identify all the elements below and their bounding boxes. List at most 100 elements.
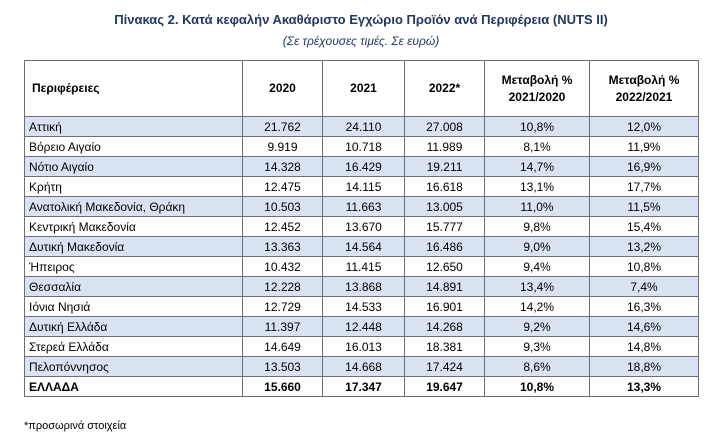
cell-value-2021: 14.564 bbox=[322, 236, 405, 257]
cell-value-2020: 10.432 bbox=[242, 256, 323, 277]
header-change-2021-2020: Μεταβολή % 2021/2020 bbox=[484, 60, 590, 117]
cell-change-2021-2020: 9,4% bbox=[484, 256, 590, 277]
cell-value-2022: 13.005 bbox=[404, 196, 485, 217]
table-row: Νότιο Αιγαίο 14.328 16.429 19.211 14,7% 16,9% bbox=[24, 156, 699, 177]
cell-change-2022-2021: 15,4% bbox=[589, 216, 699, 237]
cell-value-2022: 11.989 bbox=[404, 136, 485, 157]
cell-change-2022-2021: 14,6% bbox=[589, 316, 699, 337]
table-row: Ήπειρος 10.432 11.415 12.650 9,4% 10,8% bbox=[24, 256, 699, 277]
cell-value-2021: 12.448 bbox=[322, 316, 405, 337]
cell-change-2022-2021: 17,7% bbox=[589, 176, 699, 197]
cell-value-2022: 16.618 bbox=[404, 176, 485, 197]
cell-region: Δυτική Ελλάδα bbox=[24, 316, 243, 337]
total-change-2021-2020: 10,8% bbox=[484, 376, 590, 397]
table-row: Κεντρική Μακεδονία 12.452 13.670 15.777 9,8%… bbox=[24, 216, 699, 237]
table-row: Πελοπόννησος 13.503 14.668 17.424 8,6% 18,8% bbox=[24, 356, 699, 377]
cell-value-2021: 14.533 bbox=[322, 296, 405, 317]
cell-region: Θεσσαλία bbox=[24, 276, 243, 297]
cell-value-2022: 27.008 bbox=[404, 116, 485, 137]
cell-region: Κρήτη bbox=[24, 176, 243, 197]
cell-region: Ιόνια Νησιά bbox=[24, 296, 243, 317]
table-title: Πίνακας 2. Κατά κεφαλήν Ακαθάριστο Εγχώρ… bbox=[114, 12, 608, 27]
cell-change-2021-2020: 8,1% bbox=[484, 136, 590, 157]
cell-change-2022-2021: 18,8% bbox=[589, 356, 699, 377]
header-region: Περιφέρειες bbox=[24, 60, 243, 117]
cell-value-2021: 16.429 bbox=[322, 156, 405, 177]
cell-change-2021-2020: 9,8% bbox=[484, 216, 590, 237]
cell-change-2021-2020: 13,4% bbox=[484, 276, 590, 297]
total-value-2021: 17.347 bbox=[322, 376, 405, 397]
cell-region: Κεντρική Μακεδονία bbox=[24, 216, 243, 237]
cell-change-2022-2021: 14,8% bbox=[589, 336, 699, 357]
table-row: Ιόνια Νησιά 12.729 14.533 16.901 14,2% 16,3% bbox=[24, 296, 699, 317]
cell-value-2020: 14.649 bbox=[242, 336, 323, 357]
cell-change-2022-2021: 16,3% bbox=[589, 296, 699, 317]
cell-value-2022: 18.381 bbox=[404, 336, 485, 357]
cell-region: Αττική bbox=[24, 116, 243, 137]
cell-value-2021: 10.718 bbox=[322, 136, 405, 157]
cell-value-2021: 16.013 bbox=[322, 336, 405, 357]
cell-value-2022: 19.211 bbox=[404, 156, 485, 177]
cell-change-2021-2020: 9,3% bbox=[484, 336, 590, 357]
cell-change-2021-2020: 10,8% bbox=[484, 116, 590, 137]
cell-change-2022-2021: 13,2% bbox=[589, 236, 699, 257]
cell-value-2021: 14.668 bbox=[322, 356, 405, 377]
cell-value-2021: 24.110 bbox=[322, 116, 405, 137]
cell-change-2022-2021: 7,4% bbox=[589, 276, 699, 297]
cell-change-2022-2021: 12,0% bbox=[589, 116, 699, 137]
cell-value-2020: 9.919 bbox=[242, 136, 323, 157]
cell-change-2021-2020: 11,0% bbox=[484, 196, 590, 217]
total-row: ΕΛΛΑΔΑ 15.660 17.347 19.647 10,8% 13,3% bbox=[24, 376, 699, 397]
cell-value-2020: 10.503 bbox=[242, 196, 323, 217]
cell-region: Ανατολική Μακεδονία, Θράκη bbox=[24, 196, 243, 217]
table-row: Θεσσαλία 12.228 13.868 14.891 13,4% 7,4% bbox=[24, 276, 699, 297]
cell-value-2022: 12.650 bbox=[404, 256, 485, 277]
header-row: Περιφέρειες 2020 2021 2022* Μεταβολή % 2… bbox=[24, 60, 699, 117]
cell-value-2020: 13.503 bbox=[242, 356, 323, 377]
cell-value-2020: 12.228 bbox=[242, 276, 323, 297]
cell-value-2021: 11.415 bbox=[322, 256, 405, 277]
cell-change-2022-2021: 10,8% bbox=[589, 256, 699, 277]
cell-value-2022: 16.486 bbox=[404, 236, 485, 257]
cell-value-2021: 13.670 bbox=[322, 216, 405, 237]
cell-value-2020: 11.397 bbox=[242, 316, 323, 337]
cell-region: Στερεά Ελλάδα bbox=[24, 336, 243, 357]
cell-value-2022: 14.268 bbox=[404, 316, 485, 337]
cell-change-2021-2020: 9,0% bbox=[484, 236, 590, 257]
header-2020: 2020 bbox=[242, 60, 323, 117]
cell-change-2022-2021: 11,9% bbox=[589, 136, 699, 157]
total-change-2022-2021: 13,3% bbox=[589, 376, 699, 397]
cell-value-2020: 14.328 bbox=[242, 156, 323, 177]
cell-value-2022: 14.891 bbox=[404, 276, 485, 297]
cell-change-2021-2020: 14,7% bbox=[484, 156, 590, 177]
cell-value-2020: 12.729 bbox=[242, 296, 323, 317]
cell-value-2020: 13.363 bbox=[242, 236, 323, 257]
cell-value-2021: 11.663 bbox=[322, 196, 405, 217]
cell-value-2021: 14.115 bbox=[322, 176, 405, 197]
total-value-2022: 19.647 bbox=[404, 376, 485, 397]
cell-region: Δυτική Μακεδονία bbox=[24, 236, 243, 257]
cell-value-2022: 17.424 bbox=[404, 356, 485, 377]
cell-value-2020: 21.762 bbox=[242, 116, 323, 137]
cell-change-2022-2021: 11,5% bbox=[589, 196, 699, 217]
table-subtitle: (Σε τρέχουσες τιμές. Σε ευρώ) bbox=[282, 34, 440, 48]
table-row: Ανατολική Μακεδονία, Θράκη 10.503 11.663 13… bbox=[24, 196, 699, 217]
cell-region: Πελοπόννησος bbox=[24, 356, 243, 377]
total-region: ΕΛΛΑΔΑ bbox=[24, 376, 243, 397]
table-row: Δυτική Ελλάδα 11.397 12.448 14.268 9,2% 14,6% bbox=[24, 316, 699, 337]
header-change-2022-2021: Μεταβολή % 2022/2021 bbox=[589, 60, 699, 117]
gdp-table: Περιφέρειες 2020 2021 2022* Μεταβολή % 2… bbox=[24, 60, 699, 397]
cell-value-2022: 15.777 bbox=[404, 216, 485, 237]
cell-change-2022-2021: 16,9% bbox=[589, 156, 699, 177]
header-2022: 2022* bbox=[404, 60, 485, 117]
cell-region: Ήπειρος bbox=[24, 256, 243, 277]
cell-region: Νότιο Αιγαίο bbox=[24, 156, 243, 177]
cell-value-2020: 12.475 bbox=[242, 176, 323, 197]
cell-change-2021-2020: 13,1% bbox=[484, 176, 590, 197]
table-row: Αττική 21.762 24.110 27.008 10,8% 12,0% bbox=[24, 116, 699, 137]
cell-value-2020: 12.452 bbox=[242, 216, 323, 237]
table-row: Βόρειο Αιγαίο 9.919 10.718 11.989 8,1% 11,9% bbox=[24, 136, 699, 157]
total-value-2020: 15.660 bbox=[242, 376, 323, 397]
cell-value-2022: 16.901 bbox=[404, 296, 485, 317]
footnote: *προσωρινά στοιχεία bbox=[24, 420, 127, 432]
